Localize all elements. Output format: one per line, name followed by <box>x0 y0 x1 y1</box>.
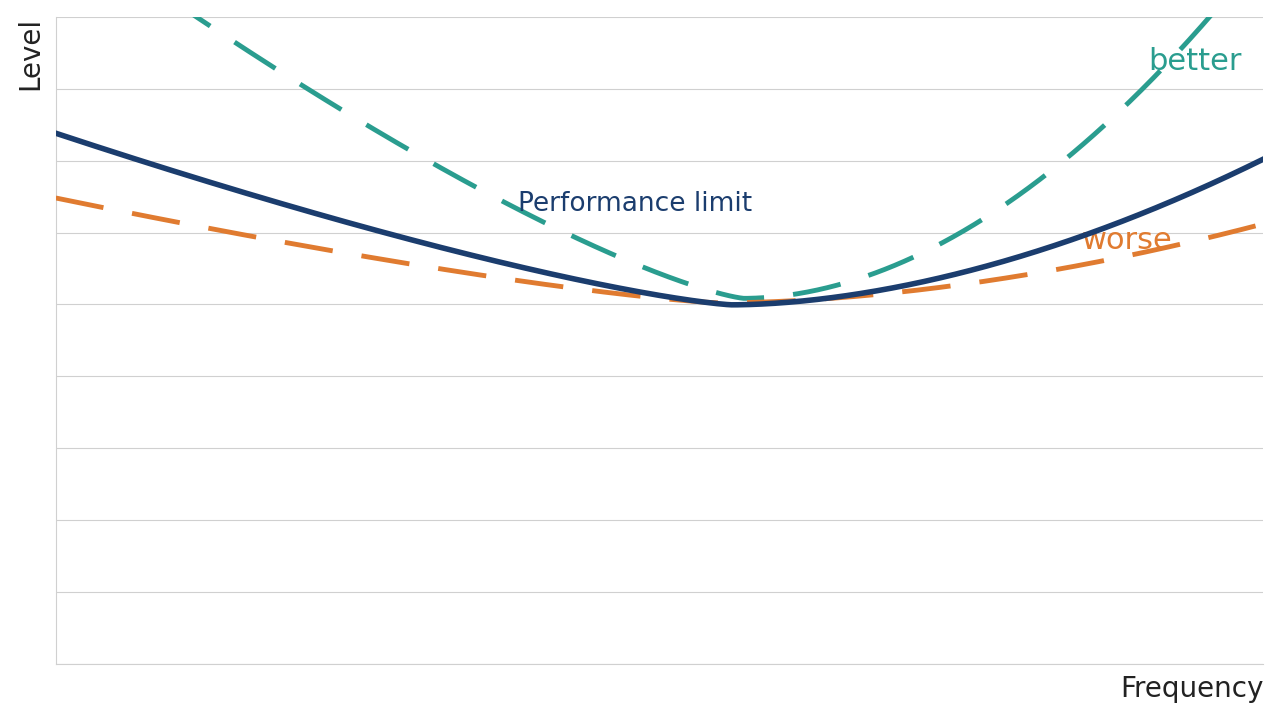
Y-axis label: Level: Level <box>17 17 45 90</box>
X-axis label: Frequency: Frequency <box>1120 675 1263 703</box>
Text: Performance limit: Performance limit <box>518 192 753 217</box>
Text: worse: worse <box>1082 225 1172 255</box>
Text: better: better <box>1148 48 1242 76</box>
